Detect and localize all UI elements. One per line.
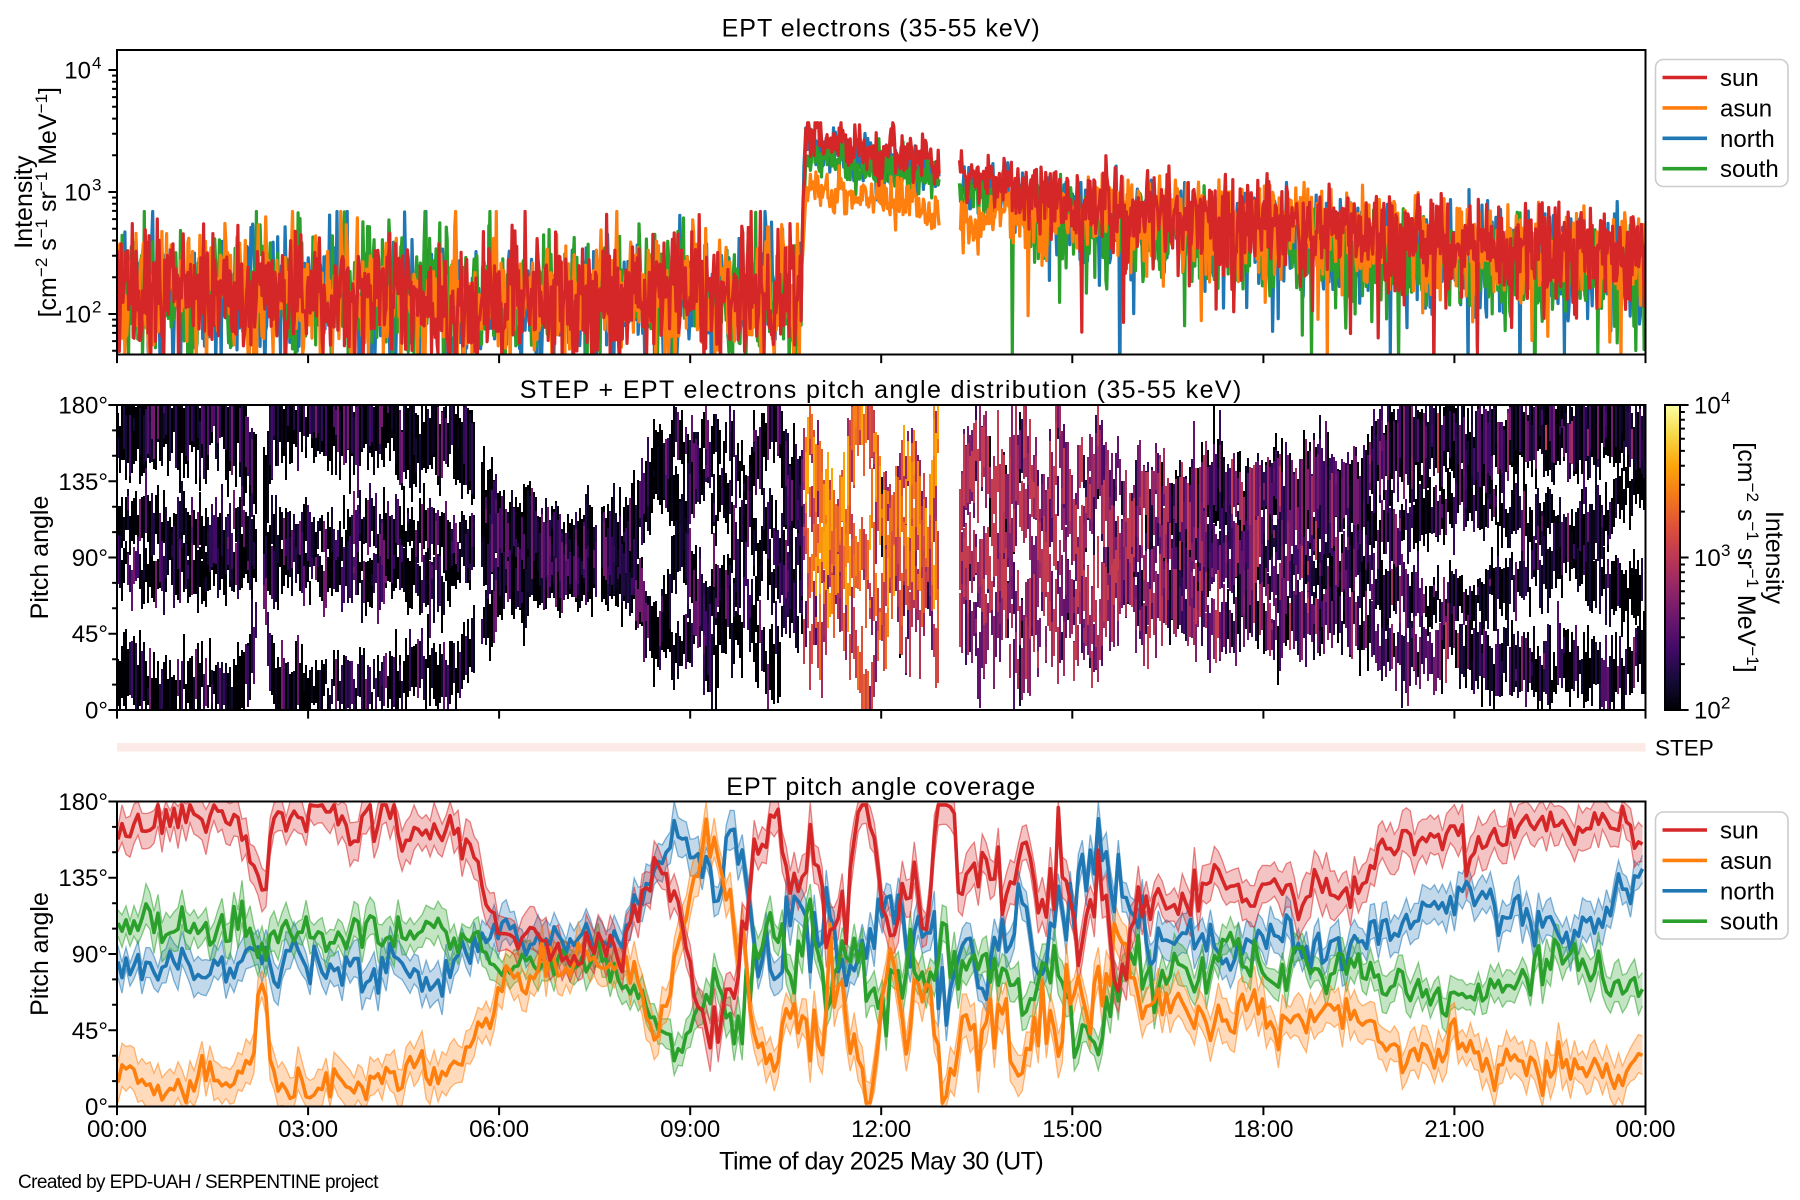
svg-text:00:00: 00:00	[87, 1116, 147, 1143]
svg-text:north: north	[1720, 126, 1775, 153]
svg-text:asun: asun	[1720, 848, 1772, 875]
svg-text:Time of day 2025 May 30 (UT): Time of day 2025 May 30 (UT)	[719, 1148, 1043, 1176]
svg-text:4: 4	[1721, 389, 1730, 408]
svg-text:10: 10	[1694, 393, 1721, 420]
svg-text:180°: 180°	[58, 789, 108, 816]
svg-text:Pitch angle: Pitch angle	[26, 496, 54, 620]
svg-text:Pitch angle: Pitch angle	[26, 892, 54, 1016]
svg-text:4: 4	[92, 54, 101, 73]
svg-text:10: 10	[1694, 545, 1721, 572]
svg-text:south: south	[1720, 909, 1779, 936]
svg-text:03:00: 03:00	[278, 1116, 338, 1143]
svg-text:Intensity: Intensity	[1760, 511, 1788, 605]
svg-text:3: 3	[1721, 541, 1730, 560]
svg-text:Intensity: Intensity	[10, 155, 38, 249]
svg-text:STEP + EPT electrons pitch ang: STEP + EPT electrons pitch angle distrib…	[520, 376, 1243, 404]
svg-text:18:00: 18:00	[1233, 1116, 1293, 1143]
svg-text:90°: 90°	[72, 545, 108, 572]
svg-text:15:00: 15:00	[1042, 1116, 1102, 1143]
svg-text:3: 3	[92, 176, 101, 195]
svg-text:south: south	[1720, 156, 1779, 183]
svg-text:sun: sun	[1720, 818, 1759, 845]
svg-text:STEP: STEP	[1655, 736, 1714, 761]
svg-text:sun: sun	[1720, 65, 1759, 92]
svg-text:135°: 135°	[58, 469, 108, 496]
svg-text:10: 10	[1694, 698, 1721, 725]
svg-text:90°: 90°	[72, 942, 108, 969]
svg-text:135°: 135°	[58, 865, 108, 892]
svg-text:09:00: 09:00	[660, 1116, 720, 1143]
svg-text:45°: 45°	[72, 621, 108, 648]
svg-text:10: 10	[64, 302, 91, 329]
svg-text:00:00: 00:00	[1615, 1116, 1675, 1143]
svg-text:21:00: 21:00	[1424, 1116, 1484, 1143]
svg-text:45°: 45°	[72, 1018, 108, 1045]
svg-text:Created by EPD-UAH / SERPENTIN: Created by EPD-UAH / SERPENTINE project	[18, 1172, 379, 1193]
svg-text:EPT electrons (35-55 keV): EPT electrons (35-55 keV)	[722, 15, 1041, 43]
svg-text:2: 2	[1721, 694, 1730, 713]
svg-text:2: 2	[92, 298, 101, 317]
svg-text:0°: 0°	[85, 1094, 108, 1121]
svg-text:0°: 0°	[85, 698, 108, 725]
svg-text:asun: asun	[1720, 95, 1772, 122]
svg-text:10: 10	[64, 58, 91, 85]
svg-text:[cm−2 s−1 sr−1 MeV−1]: [cm−2 s−1 sr−1 MeV−1]	[1732, 442, 1763, 672]
svg-text:12:00: 12:00	[851, 1116, 911, 1143]
svg-text:[cm−2 s−1 sr−1 MeV−1]: [cm−2 s−1 sr−1 MeV−1]	[32, 87, 63, 317]
svg-text:10: 10	[64, 180, 91, 207]
svg-text:north: north	[1720, 878, 1775, 905]
svg-text:180°: 180°	[58, 393, 108, 420]
svg-text:EPT pitch angle coverage: EPT pitch angle coverage	[726, 773, 1036, 801]
svg-text:06:00: 06:00	[469, 1116, 529, 1143]
